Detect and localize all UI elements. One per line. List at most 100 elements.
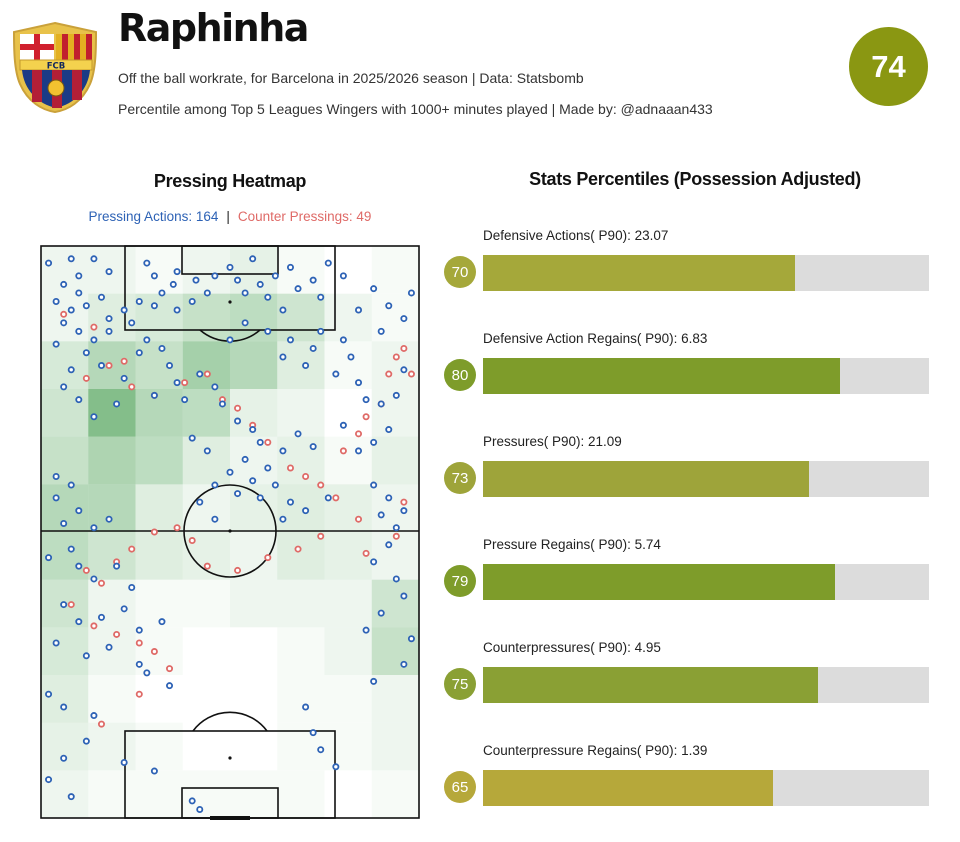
pressing-action-dot [181, 396, 189, 404]
stat-row-counterpressure-regains: Counterpressure Regains( P90): 1.39 65 [443, 743, 933, 823]
pressing-action-dot [324, 259, 332, 267]
percentile-badge: 75 [444, 668, 476, 700]
pressing-action-dot [166, 362, 174, 370]
percentile-badge: 73 [444, 462, 476, 494]
counter-pressing-dot [317, 481, 325, 489]
pressing-action-dot [271, 272, 279, 280]
pressing-action-dot [60, 519, 68, 527]
stat-bar [483, 358, 840, 394]
pressing-action-dot [52, 297, 60, 305]
heatmap-cell [371, 532, 419, 580]
stat-row-defensive-action-regains: Defensive Action Regains( P90): 6.83 80 [443, 331, 933, 411]
pressing-action-dot [203, 447, 211, 455]
heatmap-cell [135, 722, 183, 771]
stat-track [483, 564, 929, 600]
heatmap-cell [324, 675, 372, 723]
counter-pressing-dot [234, 404, 242, 412]
pressing-action-dot [211, 515, 219, 523]
pressing-action-dot [226, 468, 234, 476]
pressing-action-dot [158, 289, 166, 297]
pressing-action-dot [309, 729, 317, 737]
pressing-action-dot [370, 438, 378, 446]
pressing-action-dot [188, 434, 196, 442]
heatmap-cell [230, 579, 278, 628]
pressing-action-dot [400, 315, 408, 323]
pressing-action-dot [400, 366, 408, 374]
pressing-action-dot [143, 259, 151, 267]
pressing-action-dot [75, 272, 83, 280]
pressing-action-dot [82, 652, 90, 660]
stat-bar [483, 770, 773, 806]
percentile-badge: 70 [444, 256, 476, 288]
counter-pressing-dot [128, 545, 136, 553]
pressing-action-dot [75, 507, 83, 515]
pressing-action-dot [60, 754, 68, 762]
pressing-action-dot [75, 618, 83, 626]
heatmap-cell [277, 579, 325, 628]
heatmap-cell [88, 722, 136, 771]
percentile-badge: 65 [444, 771, 476, 803]
pressing-action-dot [60, 601, 68, 609]
counts-separator: | [226, 209, 230, 224]
pressing-action-dot [279, 515, 287, 523]
stat-label: Counterpressure Regains( P90): 1.39 [483, 743, 708, 758]
heatmap-cell [230, 246, 278, 294]
pressing-action-dots [45, 255, 415, 813]
pressing-action-dot [211, 481, 219, 489]
pressing-action-dot [211, 383, 219, 391]
subtitle-season-source: Off the ball workrate, for Barcelona in … [118, 70, 584, 86]
counter-pressing-dot [407, 370, 415, 378]
barcelona-crest-logo: FCB [12, 21, 98, 114]
heatmap-cell [324, 627, 372, 675]
pressing-action-dot [400, 507, 408, 515]
heatmap-cell [135, 389, 183, 437]
heatmap-cell [41, 675, 89, 723]
pressing-action-dot [241, 319, 249, 327]
counter-pressing-dot [400, 344, 408, 352]
pressing-action-dot [173, 379, 181, 387]
heatmap-cell [41, 627, 89, 675]
pressing-heatmap-pitch [40, 245, 420, 820]
pressing-action-dot [60, 280, 68, 288]
pressing-action-dot [279, 353, 287, 361]
heatmap-cell [371, 293, 419, 342]
pressing-action-dot [75, 289, 83, 297]
counter-pressing-dot [181, 379, 189, 387]
pressing-action-dot [355, 306, 363, 314]
pressing-action-dot [113, 400, 121, 408]
subtitle-percentile-basis: Percentile among Top 5 Leagues Wingers w… [118, 101, 713, 117]
heatmap-cell [277, 484, 325, 532]
counter-pressings-count: Counter Pressings: 49 [237, 209, 372, 224]
pressing-action-dot [317, 293, 325, 301]
pressing-action-dot [256, 438, 264, 446]
stat-row-defensive-actions: Defensive Actions( P90): 23.07 70 [443, 228, 933, 308]
counter-pressing-dot [392, 353, 400, 361]
pressing-action-dot [279, 447, 287, 455]
centre-spot [228, 529, 232, 533]
pressing-action-dot [196, 370, 204, 378]
pressing-action-dot [234, 276, 242, 284]
pressing-action-dot [211, 272, 219, 280]
heatmap-cell [371, 770, 419, 818]
top-penalty-spot [228, 300, 232, 304]
pressing-action-dot [377, 327, 385, 335]
pressing-action-dot [82, 302, 90, 310]
heatmap-cell [371, 484, 419, 532]
counter-pressing-dot [173, 524, 181, 532]
pressing-action-dot [52, 494, 60, 502]
pressing-action-dot [128, 583, 136, 591]
pressing-action-dot [173, 268, 181, 276]
pressing-action-dot [105, 268, 113, 276]
pressing-action-dot [407, 289, 415, 297]
pressing-action-dot [97, 293, 105, 301]
pressing-action-dot [45, 554, 53, 562]
heatmap-cell [277, 246, 325, 294]
pressing-action-dot [241, 289, 249, 297]
heatmap-cell [88, 389, 136, 437]
counter-pressing-dot [339, 447, 347, 455]
pressing-action-dot [67, 306, 75, 314]
stat-bar [483, 667, 818, 703]
pressing-action-dot [256, 494, 264, 502]
pressing-action-dot [67, 481, 75, 489]
stat-bar [483, 255, 796, 291]
